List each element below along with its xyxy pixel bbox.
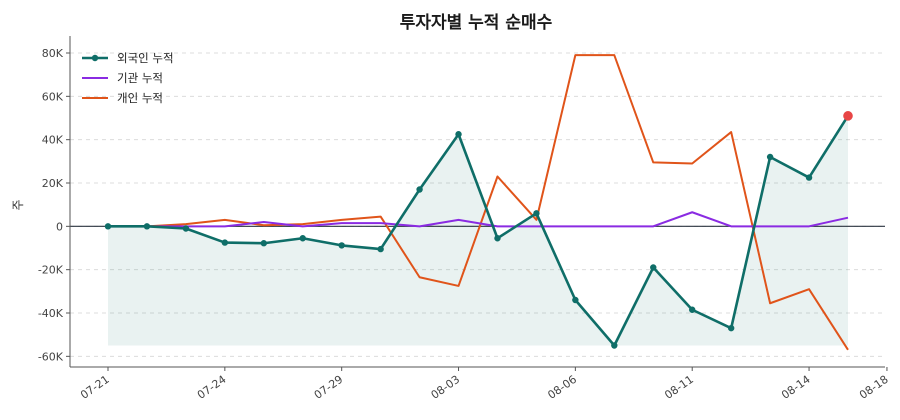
series-point-0-13 (611, 342, 618, 349)
series-point-0-15 (689, 306, 696, 313)
y-tick-label-0: -60K (38, 350, 64, 363)
legend-item-2: 개인 누적 (82, 91, 163, 105)
series-point-0-11 (533, 210, 540, 217)
series-point-0-1 (143, 223, 151, 230)
series-point-0-12 (572, 296, 579, 304)
legend-label-1: 기관 누적 (117, 71, 163, 85)
series-point-0-17 (766, 153, 774, 161)
x-tick-label-5: 08-11 (662, 373, 696, 402)
y-tick-label-1: -40K (38, 307, 64, 320)
y-tick-labels: -60K -40K -20K 0 20K 40K 60K 80K (38, 47, 70, 363)
series-point-0-2 (182, 225, 190, 232)
series-point-0-8 (416, 186, 423, 193)
highlight-last-point (843, 111, 853, 121)
series-layer (104, 54, 853, 351)
y-tick-label-5: 40K (42, 134, 64, 147)
x-tick-label-1: 07-24 (195, 373, 229, 402)
series-point-0-9 (455, 131, 462, 138)
series-line-0 (108, 115, 850, 347)
chart-title: 투자자별 누적 순매수 (400, 13, 553, 33)
series-point-0-0 (104, 223, 112, 230)
x-tick-label-6: 08-14 (779, 373, 813, 402)
y-tick-label-6: 60K (42, 90, 64, 103)
legend-marker-0 (91, 54, 99, 62)
x-tick-label-7: 08-18 (857, 373, 891, 402)
series-point-0-7 (377, 245, 384, 253)
legend-label-2: 개인 누적 (117, 91, 163, 105)
y-tick-label-4: 20K (42, 177, 64, 190)
series-line-2 (108, 54, 849, 351)
series-point-0-16 (727, 324, 735, 332)
series-1 (108, 211, 849, 228)
x-tick-label-4: 08-06 (545, 373, 579, 402)
series-point-0-18 (805, 174, 813, 181)
series-line-1 (108, 211, 849, 228)
y-tick-label-3: 0 (56, 220, 63, 233)
y-tick-label-2: -20K (38, 264, 64, 277)
x-tick-label-2: 07-29 (312, 373, 346, 402)
series-point-0-14 (650, 264, 657, 271)
x-tick-label-0: 07-21 (78, 373, 112, 402)
series-2 (108, 54, 849, 351)
series-point-0-3 (221, 239, 229, 246)
series-point-0-4 (260, 240, 267, 247)
legend-label-0: 외국인 누적 (117, 51, 174, 65)
x-tick-label-3: 08-03 (429, 373, 463, 402)
axes (69, 36, 885, 368)
legend-item-1: 기관 누적 (82, 71, 163, 85)
y-tick-label-7: 80K (42, 47, 64, 60)
series-point-0-6 (338, 242, 345, 249)
y-axis-label: 주 (11, 199, 25, 210)
series-point-0-10 (494, 235, 501, 242)
legend-item-0: 외국인 누적 (82, 51, 174, 65)
series-point-0-5 (299, 235, 306, 242)
x-tick-labels: 07-21 07-24 07-29 08-03 08-06 08-11 08-14 08-18 (78, 367, 891, 402)
